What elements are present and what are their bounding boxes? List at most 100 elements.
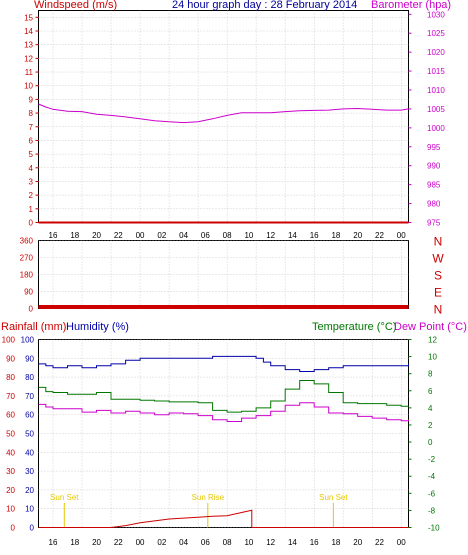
temperature-axis-label: Temperature (°C) (312, 321, 396, 333)
p3-time-tick-label: 20 (92, 538, 101, 547)
windspeed-axis-label: Windspeed (m/s) (34, 0, 117, 11)
direction-degree-label: 0 (29, 305, 34, 314)
windspeed-tick-label: 8 (29, 109, 34, 118)
p3-time-tick-label: 18 (70, 538, 79, 547)
p3-time-tick-label: 16 (310, 538, 319, 547)
sunset1-label: Sun Set (50, 493, 79, 502)
p3-time-tick-label: 16 (49, 538, 58, 547)
p1-time-tick-label: 18 (70, 231, 79, 240)
windspeed-tick-label: 1 (29, 205, 34, 214)
p3-time-tick-label: 18 (331, 538, 340, 547)
windspeed-tick-label: 14 (24, 27, 33, 36)
p1-time-tick-label: 12 (266, 231, 275, 240)
p3-time-tick-label: 10 (244, 538, 253, 547)
direction-degree-label: 270 (20, 254, 34, 263)
p1-time-tick-label: 06 (201, 231, 210, 240)
humidity-tick-label: 30 (25, 467, 34, 476)
humidity-axis-label: Humidity (%) (66, 321, 129, 333)
barometer-tick-label: 1015 (427, 67, 445, 76)
humidity-tick-label: 0 (30, 524, 35, 533)
p3-time-tick-label: 08 (223, 538, 232, 547)
barometer-tick-label: 990 (427, 162, 441, 171)
p1-time-tick-label: 20 (92, 231, 101, 240)
barometer-tick-label: 975 (427, 219, 441, 228)
humidity-tick-label: 80 (25, 373, 34, 382)
p1-time-tick-label: 00 (136, 231, 145, 240)
humidity-tick-label: 60 (25, 411, 34, 420)
humidity-tick-label: 10 (25, 505, 34, 514)
p1-time-tick-label: 10 (244, 231, 253, 240)
barometer-line (38, 103, 409, 124)
temperature-line (38, 380, 409, 413)
p3-time-tick-label: 22 (375, 538, 384, 547)
temperature-tick-label: 4 (428, 404, 433, 413)
barometer-tick-label: 980 (427, 200, 441, 209)
humidity-tick-label: 50 (25, 430, 34, 439)
compass-point-label: W (432, 252, 444, 266)
chart-title: 24 hour graph day : 28 February 2014 (172, 0, 357, 11)
compass-point-label: S (434, 269, 442, 283)
p1-time-tick-label: 02 (157, 231, 166, 240)
windspeed-tick-label: 6 (29, 136, 34, 145)
temperature-tick-label: 12 (428, 336, 437, 345)
humidity-tick-label: 40 (25, 448, 34, 457)
p3-time-tick-label: 02 (157, 538, 166, 547)
direction-degree-label: 360 (20, 237, 34, 246)
windspeed-tick-label: 3 (29, 177, 34, 186)
panel2-frame (38, 240, 409, 309)
p3-time-tick-label: 12 (266, 538, 275, 547)
p1-time-tick-label: 20 (353, 231, 362, 240)
temperature-tick-label: 2 (428, 421, 433, 430)
p1-time-tick-label: 18 (331, 231, 340, 240)
p1-time-tick-label: 22 (114, 231, 123, 240)
rainfall-tick-label: 30 (6, 467, 15, 476)
sunset2-label: Sun Set (319, 493, 348, 502)
p1-time-tick-label: 16 (310, 231, 319, 240)
barometer-tick-label: 1025 (427, 29, 445, 38)
windspeed-tick-label: 13 (24, 41, 33, 50)
rainfall-tick-label: 80 (6, 373, 15, 382)
p1-time-tick-label: 08 (223, 231, 232, 240)
p1-time-tick-label: 04 (179, 231, 188, 240)
temperature-tick-label: -2 (428, 455, 436, 464)
dewpoint-line (38, 402, 409, 422)
rainfall-tick-label: 40 (6, 448, 15, 457)
humidity-tick-label: 90 (25, 354, 34, 363)
windspeed-tick-label: 10 (24, 82, 33, 91)
windspeed-tick-label: 12 (24, 54, 33, 63)
barometer-tick-label: 1020 (427, 48, 445, 57)
rainfall-line (38, 509, 409, 528)
windspeed-tick-label: 5 (29, 150, 34, 159)
rainfall-tick-label: 20 (6, 486, 15, 495)
barometer-tick-label: 1005 (427, 105, 445, 114)
windspeed-tick-label: 11 (25, 68, 34, 77)
compass-point-label: E (434, 286, 442, 300)
barometer-tick-label: 985 (427, 181, 441, 190)
p1-time-tick-label: 14 (288, 231, 297, 240)
barometer-tick-label: 1010 (427, 86, 445, 95)
direction-degree-label: 180 (20, 271, 34, 280)
rainfall-axis-label: Rainfall (mm) (1, 321, 66, 333)
temperature-tick-label: 10 (428, 353, 437, 362)
temperature-tick-label: -4 (428, 472, 436, 481)
rainfall-tick-label: 0 (11, 524, 16, 533)
rainfall-tick-label: 50 (6, 430, 15, 439)
barometer-tick-label: 1030 (427, 10, 445, 19)
temperature-tick-label: -8 (428, 506, 436, 515)
p3-time-tick-label: 22 (114, 538, 123, 547)
barometer-tick-label: 995 (427, 143, 441, 152)
p3-time-tick-label: 20 (353, 538, 362, 547)
rainfall-tick-label: 70 (6, 392, 15, 401)
humidity-tick-label: 70 (25, 392, 34, 401)
p1-time-tick-label: 16 (49, 231, 58, 240)
barometer-axis-label: Barometer (hpa) (371, 0, 451, 11)
sunrise-label: Sun Rise (192, 493, 225, 502)
windspeed-tick-label: 15 (24, 13, 33, 22)
rainfall-tick-label: 60 (6, 411, 15, 420)
p3-time-tick-label: 04 (179, 538, 188, 547)
temperature-tick-label: -6 (428, 489, 436, 498)
compass-point-label: N (434, 235, 443, 249)
